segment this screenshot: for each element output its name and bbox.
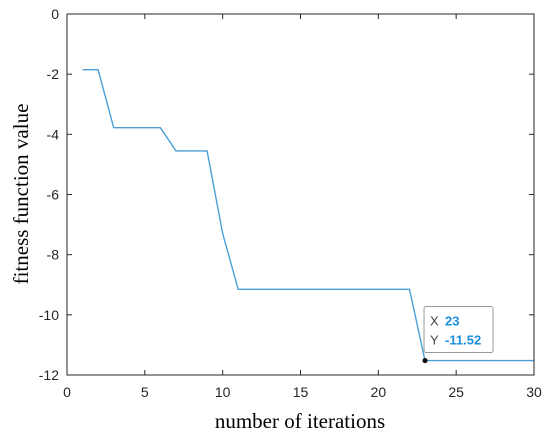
- y-tick-label: -10: [39, 307, 59, 323]
- x-tick-label: 30: [526, 384, 542, 400]
- x-axis-title: number of iterations: [215, 409, 385, 433]
- x-tick-label: 10: [215, 384, 231, 400]
- x-tick-label: 15: [293, 384, 309, 400]
- datatip-y-value: -11.52: [445, 333, 481, 348]
- y-tick-label: -6: [47, 187, 60, 203]
- x-tick-label: 0: [63, 384, 71, 400]
- tick-layer: 0 5 10 15 20 25 30 0 -2 -4 -6 -8 -10 -12: [39, 6, 542, 400]
- datatip[interactable]: X 23 Y -11.52: [422, 306, 494, 364]
- datatip-x-value: 23: [445, 314, 459, 329]
- x-tick-label: 20: [371, 384, 387, 400]
- x-tick-label: 25: [448, 384, 464, 400]
- plot-area-border: [66, 13, 535, 376]
- series-line: [82, 68, 534, 362]
- datatip-box: [423, 306, 494, 354]
- y-axis-title: fitness function value: [9, 104, 33, 285]
- y-tick-label: -2: [47, 66, 60, 82]
- y-tick-label: 0: [51, 6, 59, 22]
- y-tick-label: -4: [47, 126, 60, 142]
- datatip-marker: [422, 357, 428, 364]
- x-tick-label: 5: [141, 384, 149, 400]
- y-tick-label: -8: [47, 247, 60, 263]
- datatip-y-label: Y: [430, 333, 439, 348]
- datatip-x-label: X: [430, 314, 439, 329]
- axes-frame: [66, 13, 535, 376]
- y-tick-label: -12: [39, 367, 59, 383]
